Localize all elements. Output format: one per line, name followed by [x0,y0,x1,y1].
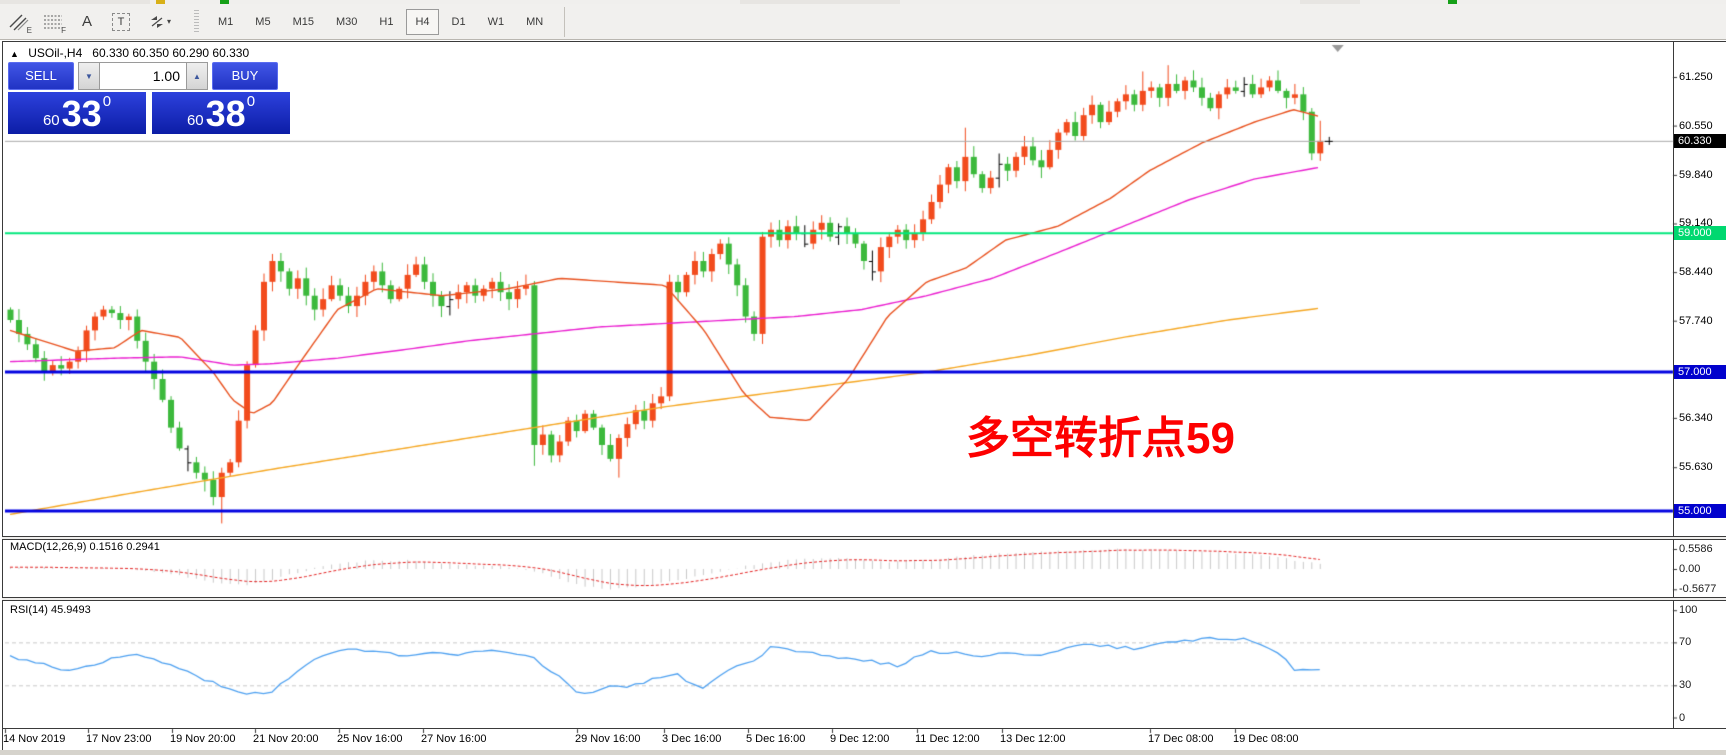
rsi-scale-label: 100 [1679,604,1698,617]
rsi-indicator-label: RSI(14) 45.9493 [10,604,91,616]
price-level-badge[interactable]: 59.000 [1674,226,1726,241]
time-axis-label: 3 Dec 16:00 [662,733,722,745]
one-click-trading-panel: SELL ▼ ▲ BUY 60 33 0 60 38 0 [8,62,290,134]
price-level-badge[interactable]: 57.000 [1674,365,1726,380]
macd-scale-label: 0.00 [1679,563,1701,575]
time-axis-label: 27 Nov 16:00 [421,733,487,745]
buy-price-quote[interactable]: 60 38 0 [152,92,290,134]
chart-title: ▲ USOil-,H4 60.330 60.350 60.290 60.330 [10,46,249,60]
time-axis-label: 19 Nov 20:00 [170,733,236,745]
time-axis-label: 14 Nov 2019 [3,733,66,745]
collapse-icon[interactable]: ▲ [10,49,19,59]
main-macd-divider[interactable] [2,536,1726,540]
time-axis-label: 21 Nov 20:00 [253,733,319,745]
time-axis-label: 19 Dec 08:00 [1233,733,1299,745]
price-tick-label: 55.630 [1679,461,1713,474]
time-axis-label: 25 Nov 16:00 [337,733,403,745]
price-tick-label: 58.440 [1679,266,1713,279]
rsi-name: RSI(14) [10,604,48,616]
sell-price-quote[interactable]: 60 33 0 [8,92,146,134]
macd-name: MACD(12,26,9) [10,541,87,553]
time-axis-label: 9 Dec 12:00 [830,733,890,745]
time-axis-label: 11 Dec 12:00 [915,733,980,745]
macd-scale-label: 0.5586 [1679,543,1713,555]
chart-left-border [2,41,3,755]
sell-price-pip: 0 [102,93,112,110]
macd-indicator-label: MACD(12,26,9) 0.1516 0.2941 [10,541,160,553]
price-tick-label: 56.340 [1679,411,1713,424]
macd-rsi-divider[interactable] [2,597,1726,601]
rsi-scale-label: 70 [1679,636,1692,649]
sell-price-main: 33 [61,93,102,134]
volume-decrease-button[interactable]: ▼ [78,62,100,90]
time-axis-line [2,728,1726,729]
macd-signal-value: 0.2941 [126,541,160,553]
rsi-value: 45.9493 [50,604,91,616]
ohlc-values: 60.330 60.350 60.290 60.330 [92,46,250,60]
time-axis-label: 29 Nov 16:00 [575,733,641,745]
sell-price-prefix: 60 [42,112,60,129]
price-tick-label: 59.840 [1679,168,1713,181]
symbol-period-label: USOil-,H4 [28,46,83,60]
buy-price-pip: 0 [246,93,256,110]
rsi-scale-label: 30 [1679,679,1692,692]
window-bottom-edge [0,750,1726,755]
macd-scale-label: -0.5677 [1679,583,1717,596]
time-axis-label: 17 Dec 08:00 [1148,733,1214,745]
time-axis-label: 17 Nov 23:00 [86,733,152,745]
volume-increase-button[interactable]: ▲ [186,62,208,90]
price-axis-separator [1673,41,1674,728]
time-axis-label: 5 Dec 16:00 [746,733,806,745]
time-axis-label: 13 Dec 12:00 [1000,733,1066,745]
buy-price-prefix: 60 [186,112,204,129]
sell-button[interactable]: SELL [8,62,74,90]
buy-button[interactable]: BUY [212,62,278,90]
chart-top-border [2,41,1726,42]
current-price-badge: 60.330 [1674,133,1726,148]
buy-price-main: 38 [205,93,246,134]
price-tick-label: 60.550 [1679,119,1713,132]
price-level-badge[interactable]: 55.000 [1674,503,1726,518]
rsi-scale-label: 0 [1679,711,1686,724]
price-tick-label: 57.740 [1679,314,1713,327]
macd-main-value: 0.1516 [89,541,124,553]
price-tick-label: 61.250 [1679,71,1713,83]
volume-input[interactable] [100,62,186,90]
chart-annotation-text[interactable]: 多空转折点59 [966,414,1235,463]
